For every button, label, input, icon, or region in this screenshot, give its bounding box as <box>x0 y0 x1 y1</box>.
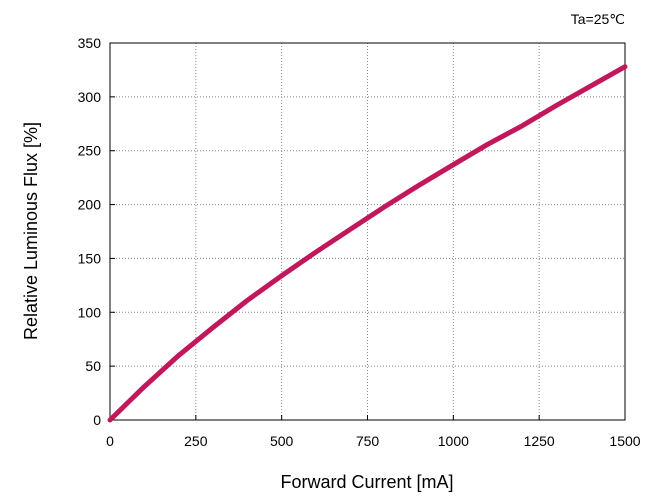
y-tick-label-2: 100 <box>78 304 102 320</box>
x-tick-label-4: 1000 <box>438 433 469 449</box>
x-axis-title: Forward Current [mA] <box>280 472 453 492</box>
x-tick-label-2: 500 <box>270 433 294 449</box>
y-tick-label-1: 50 <box>85 358 101 374</box>
grid <box>110 43 625 420</box>
axis-ticks: 0 250 500 750 1000 1250 1500 0 50 100 150 200 250 300… <box>78 35 641 449</box>
y-tick-label-7: 350 <box>78 35 102 51</box>
x-tick-label-1: 250 <box>184 433 208 449</box>
annotation-temperature: Ta=25℃ <box>571 11 625 27</box>
y-tick-label-0: 0 <box>93 412 101 428</box>
plot-area-frame <box>109 42 626 421</box>
series-line-0 <box>107 64 628 423</box>
series-group <box>107 64 628 423</box>
y-tick-label-4: 200 <box>78 197 102 213</box>
y-tick-label-3: 150 <box>78 250 102 266</box>
x-tick-label-3: 750 <box>356 433 380 449</box>
x-tick-label-5: 1250 <box>524 433 555 449</box>
x-tick-label-0: 0 <box>106 433 114 449</box>
y-axis-title: Relative Luminous Flux [%] <box>21 122 41 340</box>
y-tick-label-6: 300 <box>78 89 102 105</box>
x-tick-label-6: 1500 <box>609 433 640 449</box>
y-tick-label-5: 250 <box>78 143 102 159</box>
